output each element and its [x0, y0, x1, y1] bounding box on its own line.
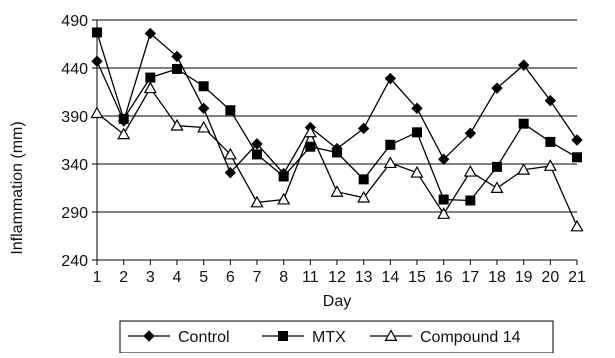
data-point-square — [572, 152, 582, 163]
legend-entry: Control — [128, 329, 230, 346]
x-tick-label: 4 — [173, 269, 182, 286]
x-tick-label: 17 — [461, 269, 479, 286]
data-point-square — [145, 72, 156, 83]
data-point-diamond — [571, 134, 583, 146]
data-point-square — [198, 81, 209, 92]
data-point-triangle — [277, 192, 291, 205]
x-tick-label: 12 — [328, 269, 346, 286]
data-point-triangle — [570, 219, 584, 232]
x-tick-label: 7 — [253, 269, 262, 286]
x-tick-label: 15 — [408, 269, 426, 286]
data-point-diamond — [517, 59, 530, 71]
data-point-triangle — [383, 156, 397, 169]
data-point-square — [278, 171, 289, 182]
legend-label: MTX — [312, 329, 346, 346]
data-point-diamond — [251, 138, 263, 150]
data-point-square — [118, 113, 129, 124]
data-point-triangle — [197, 120, 211, 133]
y-tick-label: 490 — [61, 13, 88, 30]
data-point-triangle — [437, 207, 451, 219]
data-point-diamond — [197, 102, 210, 115]
data-point-square — [465, 195, 476, 206]
x-tick-label: 13 — [355, 269, 373, 286]
y-axis-label: Inflammation (mm) — [9, 121, 26, 254]
data-point-diamond — [437, 153, 450, 165]
data-point-triangle — [543, 159, 557, 171]
data-point-square — [332, 147, 342, 158]
data-point-diamond — [91, 55, 103, 67]
legend-marker-diamond — [143, 330, 155, 342]
legend-entry: MTX — [262, 329, 346, 346]
data-point-triangle — [463, 164, 477, 177]
x-tick-label: 5 — [199, 269, 208, 286]
x-axis-label: Day — [323, 293, 351, 310]
data-point-square — [545, 136, 556, 147]
x-tick-label: 21 — [568, 269, 586, 286]
legend-marker-triangle — [384, 329, 398, 341]
data-point-diamond — [491, 82, 503, 94]
axis-labels: Inflammation (mm) Day — [9, 121, 351, 310]
x-tick-label: 11 — [302, 269, 319, 286]
legend: Control MTX Compound 14 — [119, 320, 554, 354]
series-compound-14 — [90, 81, 584, 232]
data-point-diamond — [224, 166, 237, 179]
data-point-square — [412, 127, 422, 138]
data-point-triangle — [117, 127, 131, 140]
x-tick-label: 8 — [279, 269, 288, 286]
data-point-diamond — [384, 72, 397, 85]
x-tick-label: 6 — [226, 269, 235, 286]
legend-box — [119, 320, 554, 354]
legend-label: Compound 14 — [420, 329, 521, 346]
data-point-diamond — [171, 50, 183, 63]
x-tick-label: 2 — [119, 269, 128, 286]
y-tick-label: 340 — [61, 157, 88, 174]
data-point-square — [92, 27, 102, 38]
data-point-square — [172, 63, 182, 74]
data-point-diamond — [544, 94, 557, 107]
y-tick-label: 240 — [61, 253, 88, 270]
data-point-diamond — [411, 102, 423, 115]
series-lines — [90, 27, 584, 232]
data-point-triangle — [330, 185, 344, 197]
legend-marker-square — [278, 331, 288, 341]
data-point-triangle — [90, 106, 104, 119]
x-tick-label: 1 — [93, 269, 102, 286]
data-point-square — [225, 105, 236, 116]
data-point-diamond — [144, 27, 157, 40]
data-point-triangle — [143, 81, 157, 94]
x-tick-label: 20 — [541, 269, 559, 286]
data-point-triangle — [170, 118, 184, 131]
data-point-square — [305, 141, 316, 152]
data-point-triangle — [410, 165, 424, 178]
x-tick-label: 16 — [435, 269, 453, 286]
data-point-triangle — [223, 147, 237, 160]
data-point-triangle — [357, 190, 371, 203]
x-tick-label: 14 — [381, 269, 399, 286]
data-point-triangle — [250, 195, 264, 208]
data-point-triangle — [303, 125, 317, 138]
data-point-diamond — [464, 127, 477, 139]
y-tick-label: 390 — [61, 109, 88, 126]
data-point-triangle — [490, 181, 504, 193]
x-tick-label: 3 — [146, 269, 155, 286]
data-point-square — [358, 174, 369, 185]
data-point-triangle — [517, 163, 531, 175]
data-point-square — [385, 139, 396, 150]
data-point-diamond — [357, 122, 370, 135]
data-point-square — [492, 161, 502, 172]
legend-entry: Compound 14 — [370, 329, 521, 346]
y-tick-label: 290 — [61, 205, 88, 222]
series-mtx — [92, 27, 582, 206]
x-tick-label: 19 — [515, 269, 533, 286]
x-tick-label: 18 — [488, 269, 506, 286]
data-point-square — [252, 149, 262, 160]
data-point-square — [518, 118, 529, 129]
data-point-square — [438, 194, 449, 205]
y-tick-label: 440 — [61, 61, 88, 78]
legend-label: Control — [178, 329, 230, 346]
